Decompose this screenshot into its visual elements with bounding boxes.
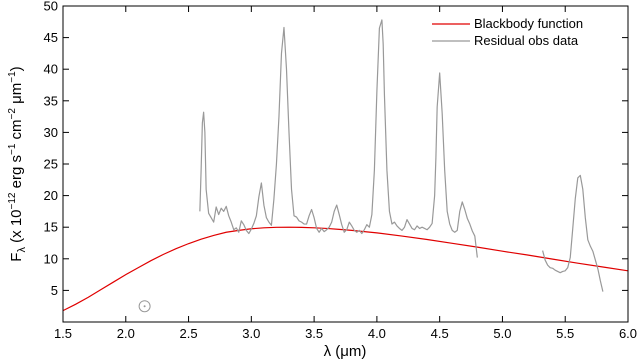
curves-layer: [63, 19, 628, 312]
plot-frame: [62, 5, 629, 323]
series-line-blackbody: [63, 226, 628, 312]
x-tick-label: 4.0: [368, 326, 386, 341]
x-tick-label: 3.0: [242, 326, 260, 341]
y-tick-label: 30: [44, 125, 58, 140]
y-axis: 5 10 15 20 25 30 35 40 45 50: [44, 0, 628, 298]
sun-symbol-marker: [138, 300, 151, 313]
y-tick-label: 35: [44, 93, 58, 108]
y-tick-label: 45: [44, 30, 58, 45]
x-axis-label: λ (μm): [324, 343, 367, 360]
y-tick-label: 25: [44, 157, 58, 172]
legend: Blackbody function Residual obs data: [432, 16, 583, 48]
x-tick-label: 5.0: [493, 326, 511, 341]
y-tick-label: 5: [51, 283, 58, 298]
x-tick-label: 3.5: [305, 326, 323, 341]
x-tick-label: 6.0: [619, 326, 637, 341]
annotations-layer: [138, 300, 151, 313]
legend-label-residual: Residual obs data: [474, 33, 579, 48]
series-line-residual-segment-1: [199, 19, 478, 258]
legend-label-blackbody: Blackbody function: [474, 16, 583, 31]
y-axis-label: Fλ (x 10−12 erg s−1 cm−2 μm−1): [7, 66, 28, 261]
x-tick-label: 5.5: [556, 326, 574, 341]
x-tick-label: 1.5: [54, 326, 72, 341]
x-tick-label: 2.0: [117, 326, 135, 341]
series-line-residual-segment-2: [542, 174, 604, 292]
y-tick-label: 50: [44, 0, 58, 14]
y-tick-label: 40: [44, 62, 58, 77]
x-axis: 1.5 2.0 2.5 3.0 3.5 4.0 4.5 5.0 5.5 6.0: [54, 6, 637, 341]
y-tick-label: 15: [44, 220, 58, 235]
x-tick-label: 4.5: [431, 326, 449, 341]
sun-symbol-dot: [143, 305, 146, 308]
y-tick-label: 10: [44, 251, 58, 266]
x-tick-label: 2.5: [180, 326, 198, 341]
y-tick-label: 20: [44, 188, 58, 203]
